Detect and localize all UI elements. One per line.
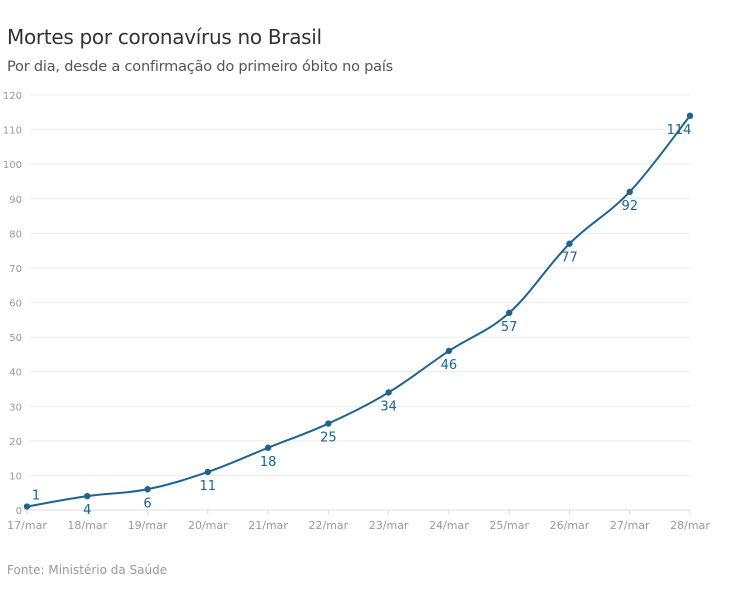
- data-label: 18: [260, 455, 277, 470]
- x-tick-label: 22/mar: [309, 519, 349, 532]
- x-tick-label: 20/mar: [188, 519, 228, 532]
- x-tick-label: 21/mar: [248, 519, 288, 532]
- data-label: 25: [320, 431, 337, 446]
- data-point: [686, 112, 694, 119]
- data-label: 34: [380, 399, 397, 414]
- y-tick-label: 40: [9, 368, 22, 379]
- data-point: [264, 444, 272, 451]
- y-tick-label: 120: [3, 91, 22, 102]
- data-point: [626, 188, 633, 196]
- x-tick-label: 24/mar: [429, 519, 469, 532]
- data-point: [445, 347, 453, 355]
- x-tick-label: 27/mar: [610, 519, 650, 532]
- y-tick-label: 60: [9, 299, 22, 310]
- x-tick-label: 26/mar: [550, 519, 590, 532]
- y-tick-label: 50: [9, 333, 22, 344]
- y-tick-label: 0: [16, 506, 22, 517]
- x-tick-label: 25/mar: [489, 519, 529, 532]
- data-label: 77: [561, 251, 578, 266]
- y-tick-label: 110: [3, 126, 22, 137]
- y-tick-label: 80: [9, 229, 22, 240]
- y-tick-label: 100: [3, 160, 22, 171]
- data-label: 92: [621, 199, 638, 214]
- data-point: [566, 240, 573, 247]
- chart-subtitle: Por dia, desde a confirmação do primeiro…: [7, 59, 394, 75]
- data-label: 11: [200, 479, 217, 494]
- series-line: [26, 115, 691, 508]
- data-point: [204, 468, 212, 476]
- y-tick-label: 20: [9, 437, 22, 448]
- data-label: 46: [441, 358, 458, 373]
- data-point: [144, 486, 151, 493]
- data-label: 6: [143, 496, 151, 511]
- data-label: 4: [83, 503, 91, 518]
- data-point: [505, 309, 513, 317]
- data-label: 57: [501, 320, 518, 335]
- y-tick-label: 30: [9, 402, 22, 413]
- y-tick-label: 10: [9, 471, 22, 482]
- x-tick-label: 28/mar: [670, 519, 710, 532]
- x-tick-label: 19/mar: [128, 519, 168, 532]
- x-tick-label: 18/mar: [67, 519, 107, 532]
- y-tick-label: 90: [9, 195, 22, 206]
- data-label: 1: [32, 489, 40, 504]
- data-point: [84, 492, 91, 500]
- source-note: Fonte: Ministério da Saúde: [7, 563, 168, 577]
- data-point: [385, 389, 392, 396]
- x-tick-label: 17/mar: [7, 519, 47, 532]
- chart-title: Mortes por coronavírus no Brasil: [7, 25, 322, 49]
- data-point: [325, 420, 332, 427]
- y-tick-label: 70: [9, 264, 22, 275]
- data-label: 114: [667, 123, 692, 138]
- data-point: [23, 503, 31, 510]
- x-tick-label: 23/mar: [369, 519, 409, 532]
